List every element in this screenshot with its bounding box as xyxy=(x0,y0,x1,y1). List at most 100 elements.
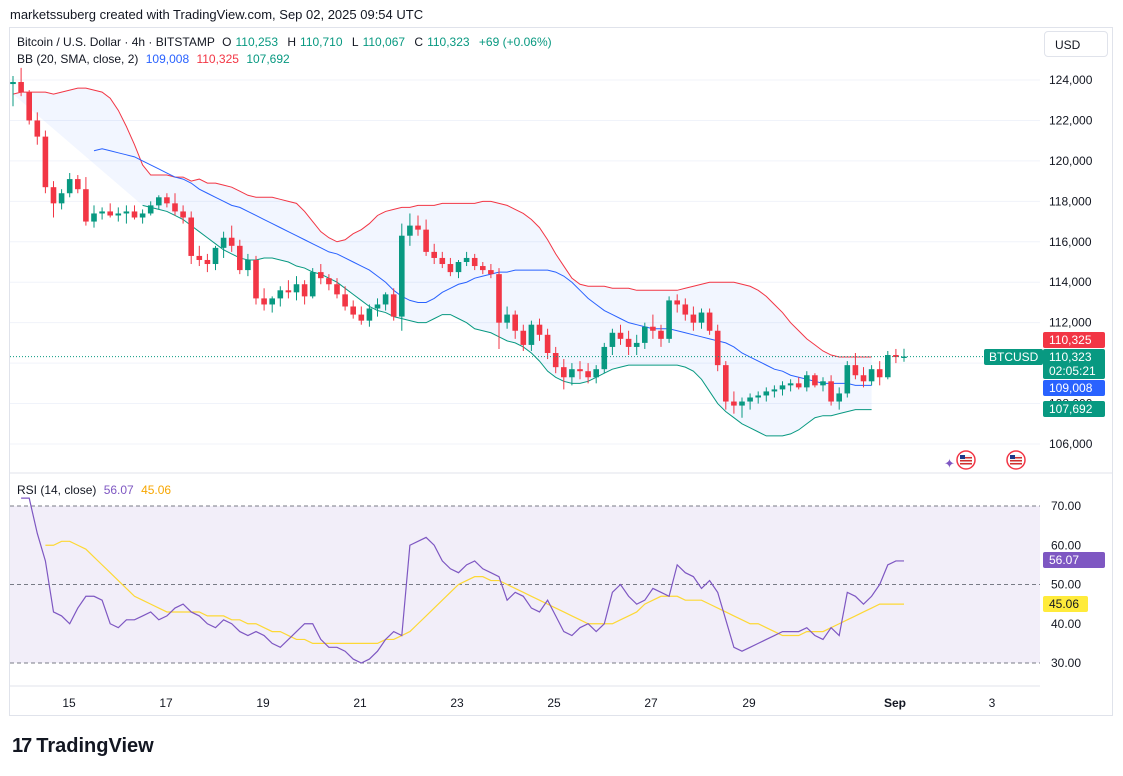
currency-button[interactable]: USD xyxy=(1044,31,1108,57)
candle xyxy=(893,348,899,364)
close-value: 110,323 xyxy=(427,35,470,49)
high-label: H xyxy=(287,35,297,49)
flag-stripe xyxy=(960,463,972,465)
candle xyxy=(107,203,113,218)
change-value: +69 (+0.06%) xyxy=(478,35,552,49)
candle xyxy=(423,219,429,256)
symbol-label[interactable]: Bitcoin / U.S. Dollar · 4h · BITSTAMP xyxy=(17,35,215,49)
candle-body xyxy=(828,381,834,402)
candle xyxy=(382,292,389,311)
rsi-label: RSI (14, close) xyxy=(17,483,97,497)
bb-upper-value: 110,325 xyxy=(196,52,239,66)
candle-body xyxy=(714,330,721,366)
bb-label: BB (20, SMA, close, 2) xyxy=(17,52,139,66)
candle xyxy=(674,294,680,313)
candle-body xyxy=(115,213,122,216)
rsi-value-tag-bg xyxy=(1043,552,1105,568)
candle xyxy=(901,348,907,362)
candle-body xyxy=(836,393,842,402)
brand-logo[interactable]: 17 TradingView xyxy=(12,735,154,758)
candle-body xyxy=(423,229,429,252)
candle-body xyxy=(237,245,243,271)
candle-body xyxy=(42,136,49,188)
bb-upper-line xyxy=(12,87,872,358)
candle-body xyxy=(374,304,381,309)
candle-body xyxy=(593,369,599,378)
candle-body xyxy=(650,326,656,331)
candle-body xyxy=(820,381,826,386)
candle-body xyxy=(804,375,810,388)
candle xyxy=(779,381,786,396)
candle xyxy=(196,245,203,267)
candle-body xyxy=(75,179,81,190)
candle-body xyxy=(868,369,875,382)
candle-body xyxy=(496,274,502,323)
candle-body xyxy=(893,355,899,358)
candle-body xyxy=(407,225,413,236)
candle xyxy=(552,346,559,374)
candle-body xyxy=(91,213,97,222)
candle xyxy=(139,209,146,224)
candle xyxy=(569,363,575,386)
high-value: 110,710 xyxy=(300,35,343,49)
rsi-legend[interactable]: RSI (14, close) 56.07 45.06 xyxy=(17,483,175,497)
candle-body xyxy=(123,211,130,214)
candle xyxy=(131,205,138,220)
candle-body xyxy=(26,92,32,121)
candle xyxy=(50,181,57,218)
candle xyxy=(66,173,73,198)
bb-lower-tag: 107,692 xyxy=(1043,401,1105,417)
candle xyxy=(123,205,130,224)
candle xyxy=(593,365,599,384)
price-axis-label: 120,000 xyxy=(1049,154,1093,168)
candle xyxy=(374,298,381,317)
candle-body xyxy=(658,330,664,339)
candle-body xyxy=(698,312,705,323)
candle xyxy=(455,259,462,279)
flag-canton xyxy=(1010,455,1015,459)
candle xyxy=(42,130,49,194)
candle-body xyxy=(512,314,518,331)
candle xyxy=(91,205,97,228)
candle-body xyxy=(34,120,41,137)
chart-frame xyxy=(9,27,1113,716)
candle xyxy=(342,286,348,311)
last-price-tag-text: 110,323 xyxy=(1049,350,1092,364)
candle xyxy=(75,175,81,194)
candle-body xyxy=(812,375,818,386)
flag-stripe xyxy=(960,457,972,459)
candle xyxy=(642,322,648,349)
bb-legend[interactable]: BB (20, SMA, close, 2) 109,008 110,325 1… xyxy=(17,52,294,66)
candle-body xyxy=(876,369,883,378)
candle xyxy=(115,207,122,222)
candle-body xyxy=(188,217,194,256)
time-axis-label: 29 xyxy=(742,696,756,710)
candle-body xyxy=(18,82,24,93)
price-axis-label: 116,000 xyxy=(1049,235,1092,249)
candle xyxy=(577,361,583,380)
candle xyxy=(99,207,105,220)
candle xyxy=(860,367,867,388)
candle-body xyxy=(617,332,624,339)
candle xyxy=(204,253,211,273)
candle-body xyxy=(131,211,138,218)
candle xyxy=(520,324,527,351)
flag-stripe xyxy=(1010,457,1022,459)
candle xyxy=(601,342,608,374)
candle-body xyxy=(706,312,713,331)
close-label: C xyxy=(414,35,424,49)
open-value: 110,253 xyxy=(235,35,279,49)
candle-body xyxy=(561,367,567,378)
rsi-ma-tag-text: 45.06 xyxy=(1049,597,1079,611)
candle-body xyxy=(220,237,227,248)
price-axis-label: 124,000 xyxy=(1049,73,1093,87)
candle xyxy=(18,67,24,97)
rsi-line xyxy=(21,497,904,664)
candle-body xyxy=(326,278,332,285)
candle-body xyxy=(666,300,672,339)
candle-body xyxy=(763,391,770,396)
candle-body xyxy=(164,197,170,204)
candle xyxy=(650,314,656,339)
